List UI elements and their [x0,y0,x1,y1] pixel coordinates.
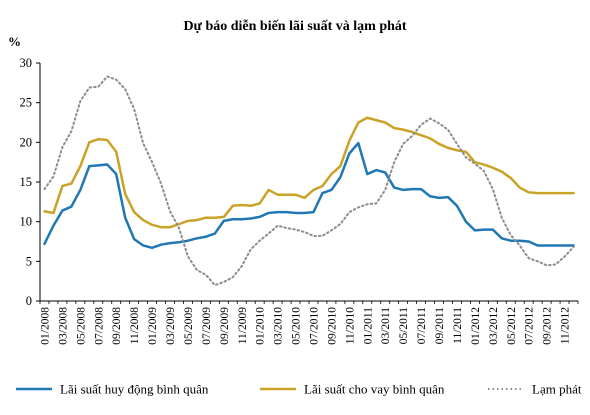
plot-area [43,75,575,287]
x-tick-label: 09/2009 [219,307,231,345]
x-tick-label: 11/2011 [452,307,464,344]
x-tick-label: 11/2010 [344,307,356,345]
x-tick-label: 11/2012 [560,307,572,345]
y-tick-label: 25 [20,96,33,110]
x-tick-label: 01/2010 [255,307,267,345]
x-tick-label: 07/2012 [524,307,536,345]
series-line-2 [43,116,575,229]
y-tick-label: 10 [20,215,33,229]
x-tick-label: 07/2011 [416,307,428,345]
x-tick-label: 03/2009 [165,307,177,345]
x-tick-label: 05/2012 [506,307,518,345]
y-tick-label: 30 [20,56,33,70]
y-axis-label: % [8,34,21,49]
x-tick-label: 05/2011 [398,307,410,345]
x-tick-label: 09/2008 [111,307,123,345]
x-tick-label: 09/2011 [434,307,446,345]
x-tick-label: 03/2008 [57,307,69,345]
x-tick-label: 11/2008 [129,307,141,345]
x-tick-label: 01/2011 [362,307,374,345]
y-tick-label: 5 [26,254,32,268]
x-tick-label: 05/2009 [183,307,195,345]
x-tick-label: 01/2012 [470,307,482,345]
y-tick-label: 0 [26,294,32,308]
x-tick-label: 09/2010 [326,307,338,345]
x-axis: 01/2008 03/2008 05/2008 07/2008 09/2008 11/20… [39,300,579,345]
x-tick-label: 03/2010 [273,307,285,345]
y-tick-label: 20 [20,135,33,149]
x-tick-label: 07/2010 [308,307,320,345]
x-tick-label: 01/2009 [147,307,159,345]
y-axis: 0 5 10 15 20 25 30 [20,56,41,308]
x-tick-label: 07/2009 [201,307,213,345]
x-tick-label: 03/2011 [380,307,392,345]
legend-label-3: Lạm phát [532,382,582,397]
legend-label-1: Lãi suất huy động bình quân [60,382,209,397]
series-line-1 [43,141,575,250]
legend-label-2: Lãi suất cho vay bình quân [304,382,445,397]
series-line-3 [43,75,575,287]
legend: Lãi suất huy động bình quân Lãi suất cho … [16,382,582,397]
x-tick-label: 05/2008 [75,307,87,345]
x-tick-label: 09/2012 [542,307,554,345]
x-tick-label: 07/2008 [93,307,105,345]
x-tick-label: 01/2008 [39,307,51,345]
x-tick-label: 03/2012 [488,307,500,345]
x-tick-label: 11/2009 [237,307,249,345]
chart-title: Dự báo diễn biến lãi suất và lạm phát [183,18,406,34]
x-tick-label: 05/2010 [291,307,303,345]
y-tick-label: 15 [20,175,33,189]
